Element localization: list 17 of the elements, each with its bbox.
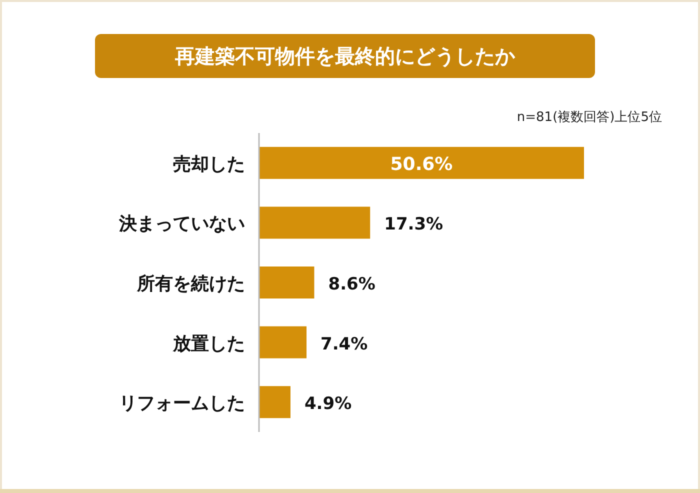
data-label: 17.3% bbox=[384, 214, 444, 235]
y-tick-label: 放置した bbox=[172, 333, 245, 354]
bar bbox=[259, 326, 307, 358]
chart-title: 再建築不可物件を最終的にどうしたか bbox=[174, 44, 516, 68]
bar bbox=[259, 146, 584, 179]
bar bbox=[259, 266, 314, 298]
data-label: 4.9% bbox=[304, 394, 352, 414]
y-tick-label: リフォームした bbox=[119, 393, 245, 414]
bar bbox=[259, 386, 290, 418]
text: n=81(複数回答)上位5位 bbox=[516, 110, 662, 125]
bar bbox=[259, 206, 370, 239]
data-label: 8.6% bbox=[328, 274, 376, 294]
data-label: 7.4% bbox=[320, 334, 368, 354]
y-tick-label: 決まっていない bbox=[118, 214, 245, 235]
y-tick-label: 売却した bbox=[173, 154, 245, 175]
data-label: 50.6% bbox=[390, 154, 453, 175]
y-tick-label: 所有を続けた bbox=[136, 274, 245, 294]
